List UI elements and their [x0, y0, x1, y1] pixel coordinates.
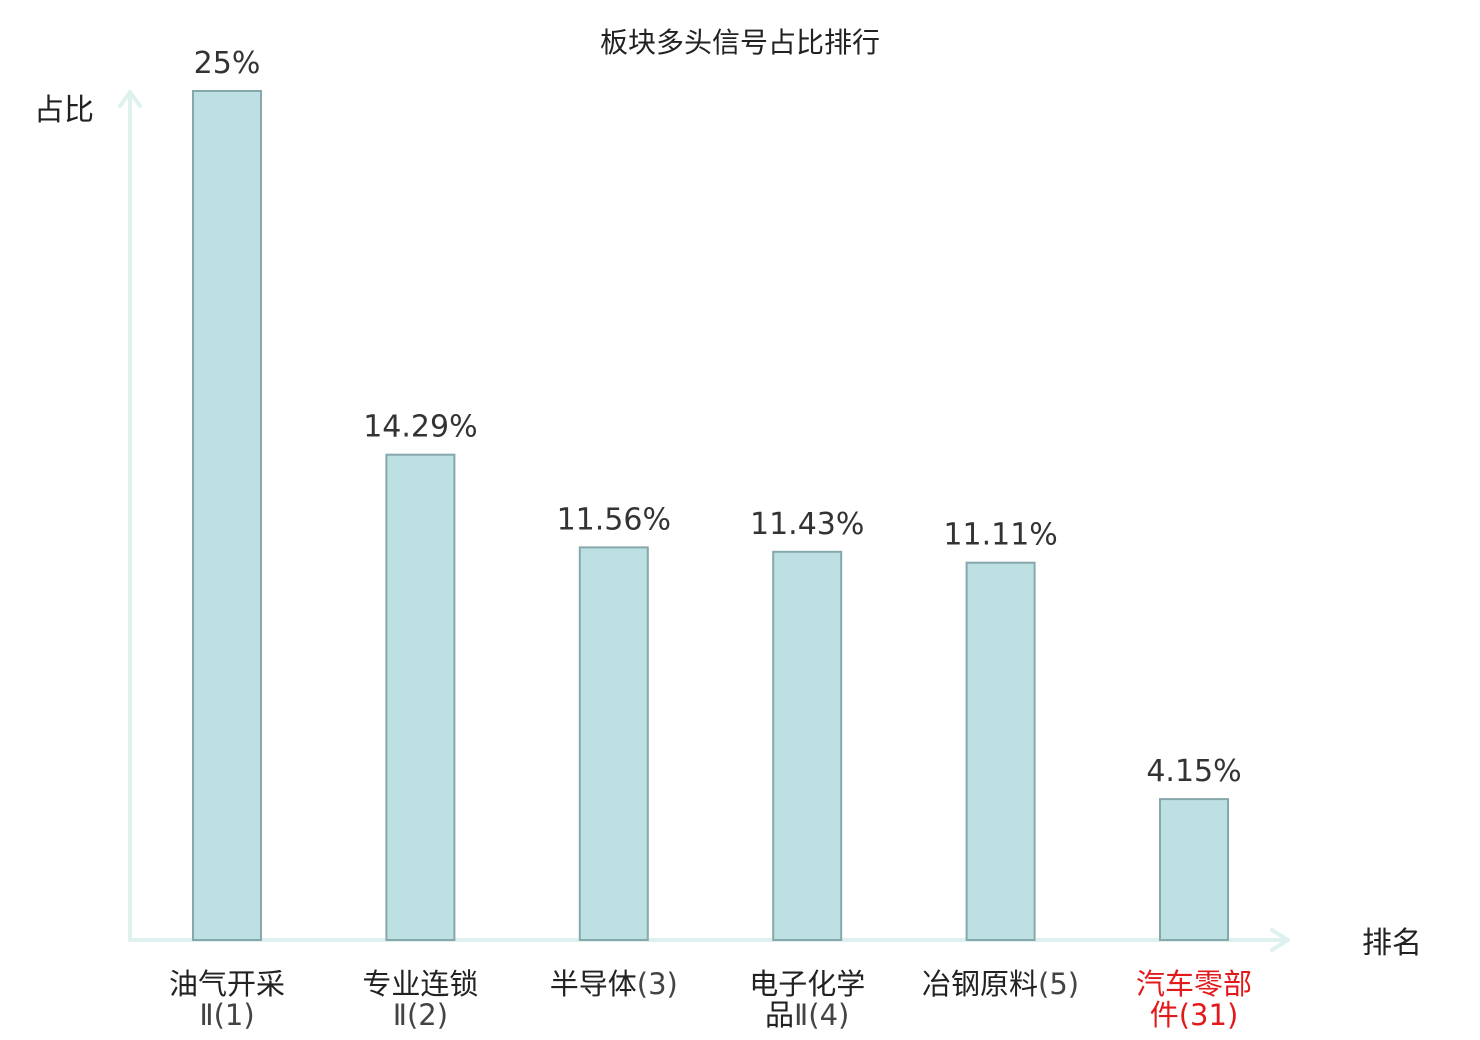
data-label-1: 25% — [194, 46, 261, 81]
bar-5 — [965, 561, 1036, 941]
bar-6 — [1159, 798, 1229, 941]
tick-label-1: 油气开采 Ⅱ(1) — [169, 967, 285, 1032]
tick-label-3: 半导体(3) — [550, 967, 678, 1001]
data-label-4: 11.43% — [750, 507, 864, 542]
tick-label-2: 专业连锁 Ⅱ(2) — [362, 967, 478, 1032]
bar-2 — [385, 453, 456, 941]
tick-label-4: 电子化学品Ⅱ(4) — [749, 967, 865, 1032]
bars-group — [192, 90, 1229, 942]
data-label-3: 11.56% — [557, 502, 671, 537]
bar-4 — [772, 550, 843, 941]
x-axis-arrow — [1270, 928, 1290, 952]
bar-1 — [192, 90, 262, 941]
tick-label-6: 汽车零部件(31) — [1136, 967, 1252, 1032]
data-label-5: 11.11% — [943, 518, 1057, 553]
data-label-6: 4.15% — [1146, 754, 1241, 789]
chart-title: 板块多头信号占比排行 — [600, 26, 880, 59]
value-labels-group: 25% 14.29% 11.56% 11.43% 11.11% 4.15% — [194, 46, 1242, 789]
y-axis-arrow — [118, 90, 142, 108]
bar-3 — [578, 546, 649, 942]
data-label-2: 14.29% — [363, 410, 477, 445]
tick-label-5: 冶钢原料(5) — [922, 967, 1079, 1001]
tick-labels-group: 油气开采 Ⅱ(1) 专业连锁 Ⅱ(2) 半导体(3) 电子化学品Ⅱ(4) 冶钢原料(5) 汽车… — [169, 967, 1252, 1032]
x-axis-label: 排名 — [1362, 926, 1422, 961]
y-axis-label: 占比 — [34, 93, 94, 128]
